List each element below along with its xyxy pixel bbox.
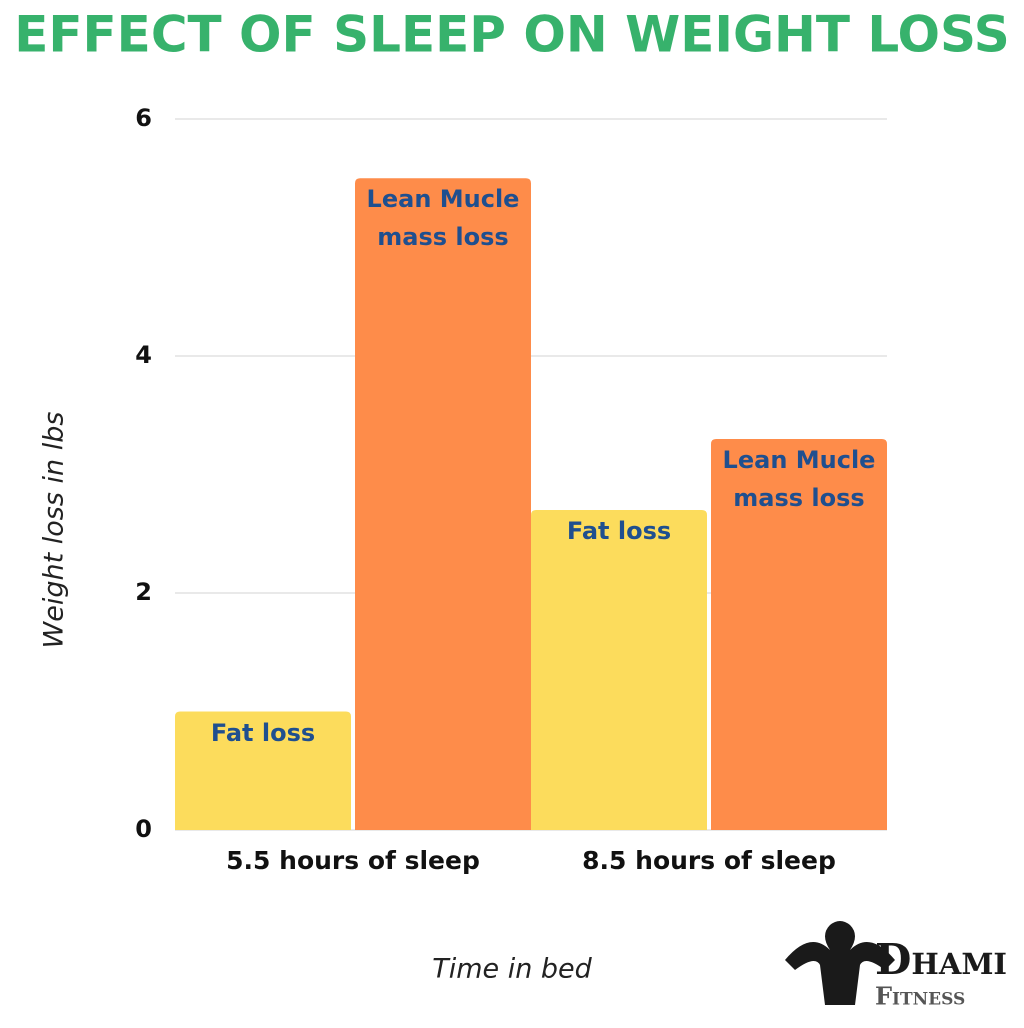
logo-icon: [785, 921, 895, 1005]
bar-label-box: Fat loss: [210, 718, 316, 747]
x-axis-label: Time in bed: [432, 954, 592, 985]
bar: [355, 178, 531, 830]
bar-label: Lean Mucle mass loss: [366, 185, 520, 252]
y-tick-label: 0: [135, 815, 152, 843]
bar-label-box: Fat loss: [566, 517, 672, 546]
chart-title: EFFECT OF SLEEP ON WEIGHT LOSS: [14, 6, 1010, 64]
logo: Dhami Fitness: [785, 921, 1007, 1011]
bar-label: Fat loss: [566, 517, 672, 546]
x-tick-label: 5.5 hours of sleep: [226, 846, 480, 875]
y-axis-label: Weight loss in lbs: [39, 412, 70, 649]
bar-label-box: Lean Mucle mass loss: [366, 185, 520, 252]
y-tick-label: 4: [135, 341, 152, 369]
y-tick-label: 6: [135, 104, 152, 132]
bar-label: Lean Mucle mass loss: [722, 445, 876, 512]
y-tick-label: 2: [135, 578, 152, 606]
bar-label: Fat loss: [210, 718, 316, 747]
x-tick-label: 8.5 hours of sleep: [582, 846, 836, 875]
bar: [531, 510, 707, 830]
logo-text: Fitness: [875, 982, 965, 1011]
bar-label-box: Lean Mucle mass loss: [722, 445, 876, 512]
logo-text: Dhami: [875, 935, 1007, 984]
bar: [711, 438, 887, 830]
bar: [175, 711, 351, 830]
